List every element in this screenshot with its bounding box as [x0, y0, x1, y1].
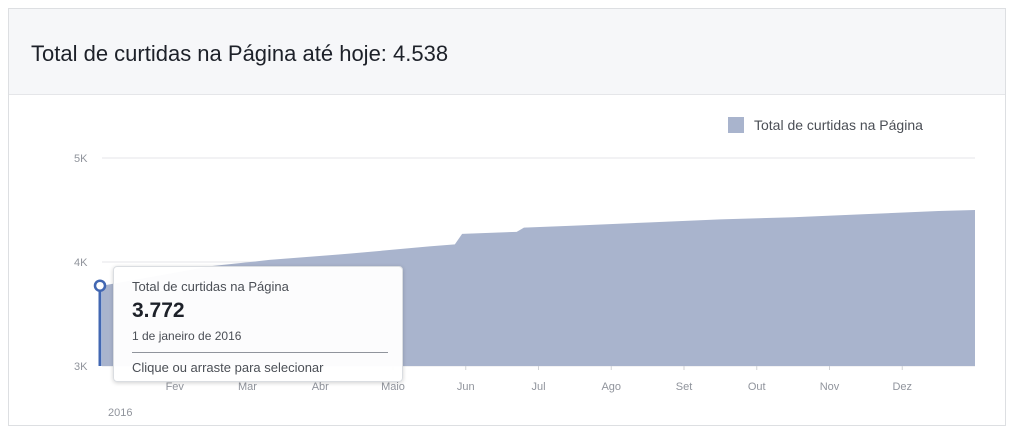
- x-tick-label: Fev: [166, 381, 185, 393]
- y-tick-label: 4K: [74, 257, 88, 269]
- x-tick-label: Ago: [601, 381, 621, 393]
- x-tick-label: Set: [676, 381, 693, 393]
- x-tick-label: Nov: [820, 381, 840, 393]
- data-tooltip: Total de curtidas na Página 3.772 1 de j…: [113, 266, 403, 382]
- selected-point-marker: [93, 279, 107, 292]
- x-tick-label: Out: [748, 381, 766, 393]
- legend-swatch: [728, 117, 744, 133]
- card-title: Total de curtidas na Página até hoje: 4.…: [31, 41, 449, 66]
- x-year-label: 2016: [108, 407, 132, 419]
- x-tick-label: Dez: [892, 381, 912, 393]
- card-header: Total de curtidas na Página até hoje: 4.…: [9, 9, 1005, 95]
- chart-legend: Total de curtidas na Página: [728, 117, 923, 133]
- x-tick-label: Jun: [457, 381, 475, 393]
- y-tick-label: 3K: [74, 361, 88, 373]
- tooltip-hint: Clique ou arraste para selecionar: [132, 360, 324, 375]
- tooltip-divider: [132, 352, 388, 353]
- legend-label: Total de curtidas na Página: [754, 117, 923, 133]
- x-tick-label: Mar: [238, 381, 257, 393]
- y-tick-label: 5K: [74, 153, 88, 165]
- tooltip-value: 3.772: [132, 299, 185, 322]
- tooltip-date: 1 de janeiro de 2016: [132, 329, 242, 343]
- tooltip-series-name: Total de curtidas na Página: [132, 279, 289, 294]
- x-tick-label: Jul: [531, 381, 545, 393]
- x-tick-label: Maio: [381, 381, 405, 393]
- x-tick-label: Abr: [312, 381, 329, 393]
